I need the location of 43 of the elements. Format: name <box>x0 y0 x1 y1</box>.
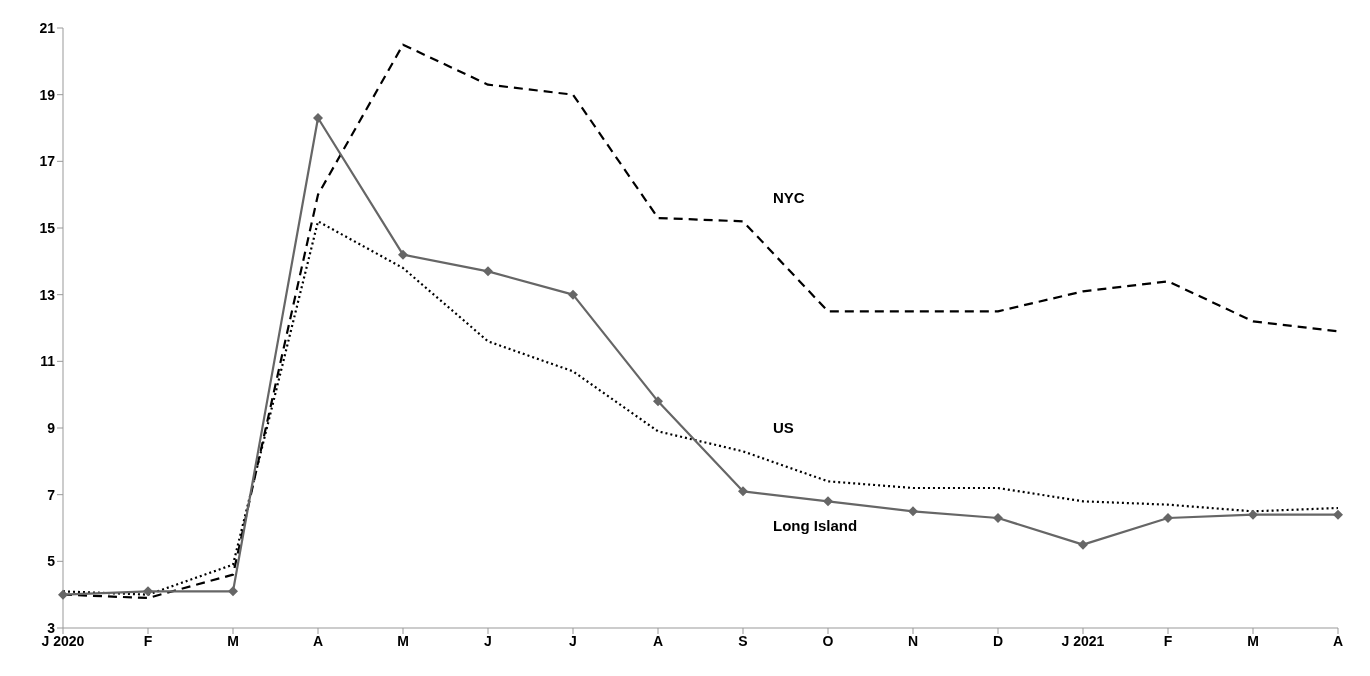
y-tick-label: 15 <box>39 219 56 236</box>
point <box>1248 509 1258 520</box>
point <box>653 396 663 407</box>
series-label: Long Island <box>773 517 858 535</box>
x-tick-label: F <box>143 632 153 649</box>
point <box>228 586 238 597</box>
x-tick-label: M <box>227 632 239 649</box>
x-tick-label: J <box>569 632 577 649</box>
text: NYC <box>773 189 805 207</box>
x-tick-label: A <box>652 632 664 649</box>
x-tick-label: M <box>397 632 409 649</box>
x-tick-label: A <box>312 632 324 649</box>
series-label: US <box>773 419 794 437</box>
y-tick-label: 5 <box>47 553 56 570</box>
point <box>823 496 833 507</box>
point <box>738 486 748 497</box>
x-tick-label: A <box>1332 632 1344 649</box>
x-tick-label: F <box>1163 632 1173 649</box>
point <box>1163 513 1173 523</box>
x-tick-label: D <box>992 632 1004 649</box>
x-tick-label: O <box>822 632 834 649</box>
y-tick-label: 9 <box>47 419 56 436</box>
y-tick-label: 11 <box>40 353 56 370</box>
point <box>1333 509 1343 520</box>
x-tick-label: S <box>738 632 748 649</box>
y-tick-label: 13 <box>39 286 56 303</box>
x-tick-label: M <box>1247 632 1259 649</box>
x-tick-label: J <box>484 632 492 649</box>
point <box>568 289 578 300</box>
point <box>993 513 1003 523</box>
x-tick-label: N <box>907 632 919 649</box>
y-tick-label: 7 <box>47 486 56 503</box>
point <box>398 249 408 260</box>
point <box>143 586 153 597</box>
point <box>483 266 493 277</box>
y-tick-label: 17 <box>39 153 56 170</box>
x-tick-label: J 2021 <box>1061 632 1105 649</box>
y-tick-label: 21 <box>39 19 56 36</box>
point <box>1078 539 1088 550</box>
y-tick-label: 19 <box>39 86 56 103</box>
point <box>313 113 323 123</box>
point <box>908 506 918 517</box>
point <box>58 589 68 600</box>
